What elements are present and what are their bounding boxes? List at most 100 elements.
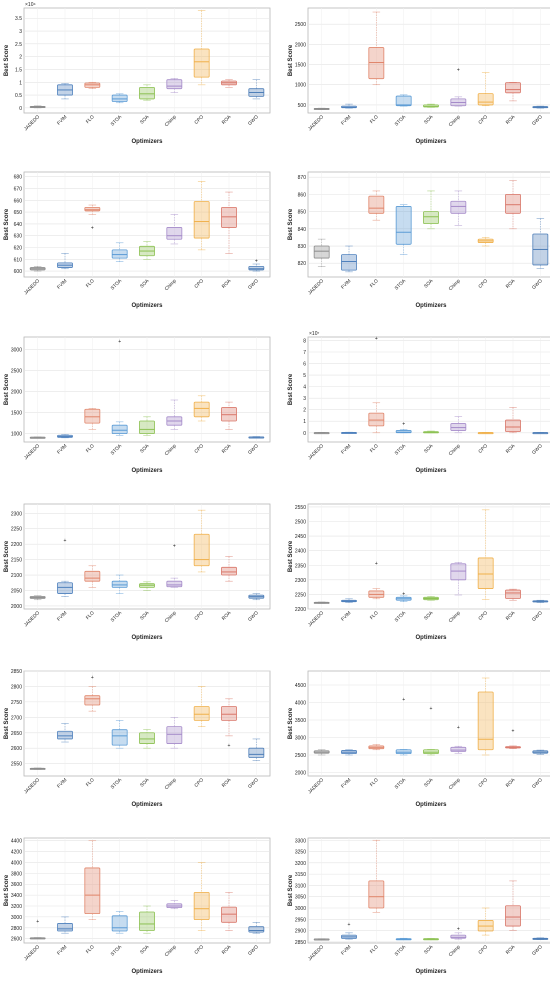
box-cpo: CPO	[477, 677, 494, 789]
y-tick-label: 3500	[295, 718, 306, 724]
plot-area	[307, 7, 550, 114]
box-iqr	[221, 566, 237, 576]
x-tick-label: JADEDO	[23, 944, 41, 962]
boxplot-panel-4: 820 830 840 850 860 870 Best Score JADEDO FVIM FL…	[288, 171, 550, 309]
y-tick-label: 1	[19, 80, 22, 86]
box-cpo: CPO	[193, 686, 210, 789]
box-soa: SOA	[423, 190, 439, 290]
x-tick-label: ROA	[505, 114, 517, 126]
outlier-point: +	[348, 922, 351, 928]
x-tick-label: JADEDO	[23, 610, 41, 628]
box-flo: FLO	[84, 81, 101, 125]
outlier-point: +	[375, 336, 378, 342]
x-tick-label: SOA	[139, 610, 151, 622]
x-tick-label: Chimp	[164, 610, 178, 624]
x-tick-label: GWO	[247, 944, 260, 957]
box-iqr	[139, 732, 155, 744]
x-tick-label: Chimp	[164, 114, 178, 128]
x-axis-label: Optimizers	[131, 635, 163, 641]
box-iqr	[368, 195, 385, 214]
y-tick-label: 2.5	[15, 42, 22, 48]
y-tick-label: 2100	[11, 573, 22, 579]
x-tick-label: FVIM	[340, 777, 352, 789]
boxplot-panel-12: 2850 2900 2950 3000 3050 3100 3150 3200 3250 3300…	[288, 837, 550, 975]
y-tick-label: 660	[14, 198, 23, 204]
x-tick-label: CPO	[193, 278, 205, 290]
x-tick-label: GWO	[531, 443, 544, 456]
y-tick-label: 820	[298, 261, 307, 267]
y-tick-label: 4000	[295, 701, 306, 707]
plot-area	[307, 670, 550, 777]
x-tick-label: CPO	[477, 944, 489, 956]
x-tick-label: FLO	[85, 777, 96, 788]
x-tick-label: FLO	[369, 610, 380, 621]
box-flo: + FLO	[368, 561, 385, 621]
x-tick-label: JADEDO	[23, 443, 41, 461]
x-tick-label: STOA	[394, 944, 408, 958]
x-tick-label: CPO	[193, 610, 205, 622]
x-axis-label: Optimizers	[415, 303, 447, 309]
x-tick-label: ROA	[221, 443, 233, 455]
box-iqr	[193, 48, 210, 78]
y-tick-label: 4400	[11, 839, 22, 845]
box-cpo: CPO	[477, 509, 494, 622]
x-tick-label: ROA	[221, 610, 233, 622]
outlier-point: +	[36, 919, 39, 925]
y-tick-label: 1.5	[15, 67, 22, 73]
y-tick-label: 600	[14, 269, 23, 275]
box-iqr	[477, 93, 494, 106]
y-axis-label: Best Score	[288, 373, 294, 405]
x-tick-label: JADEDO	[23, 278, 41, 296]
box-iqr	[166, 726, 183, 744]
y-tick-label: 670	[14, 187, 23, 193]
outlier-point: +	[402, 592, 405, 598]
box-iqr	[111, 424, 128, 435]
x-tick-label: FLO	[369, 114, 380, 125]
boxplot-panel-8: 2200 2250 2300 2350 2400 2450 2500 2550 Best Sco…	[288, 503, 550, 641]
box-iqr	[368, 880, 385, 909]
y-tick-label: 2750	[11, 700, 22, 706]
box-roa: ROA	[221, 401, 237, 455]
x-tick-label: FVIM	[340, 944, 352, 956]
x-tick-label: STOA	[394, 278, 408, 292]
x-tick-label: STOA	[394, 443, 408, 457]
y-tick-label: 630	[14, 234, 23, 240]
x-tick-label: GWO	[247, 278, 260, 291]
y-tick-label: 2000	[11, 390, 22, 396]
box-flo: + FLO	[368, 336, 385, 454]
outlier-point: +	[402, 422, 405, 428]
x-tick-label: STOA	[110, 443, 124, 457]
y-tick-label: 2200	[11, 542, 22, 548]
box-flo: FLO	[368, 839, 385, 955]
boxplot-panel-7: 2000 2050 2100 2150 2200 2250 2300 Best Score JA…	[4, 503, 271, 641]
box-iqr	[193, 201, 210, 239]
boxplot-panel-9: 2550 2600 2650 2700 2750 2800 2850 Best Score JA…	[4, 669, 271, 808]
x-tick-label: Chimp	[448, 777, 462, 791]
box-iqr	[341, 254, 357, 271]
y-tick-label: 3.5	[15, 16, 22, 22]
x-tick-label: Chimp	[448, 278, 462, 292]
y-axis-label: Best Score	[4, 874, 10, 906]
box-iqr	[193, 892, 210, 921]
x-tick-label: STOA	[394, 777, 408, 791]
box-iqr	[166, 580, 183, 588]
x-tick-label: CPO	[477, 114, 489, 126]
plot-area	[307, 837, 550, 944]
x-tick-label: SOA	[423, 610, 435, 622]
x-tick-label: FLO	[369, 443, 380, 454]
y-axis-label: Best Score	[4, 44, 10, 76]
x-tick-label: SOA	[423, 777, 435, 789]
box-soa: SOA	[423, 430, 439, 455]
box-stoa: STOA	[394, 94, 412, 128]
x-tick-label: Chimp	[448, 114, 462, 128]
x-tick-label: SOA	[139, 278, 151, 290]
box-iqr	[57, 730, 73, 740]
box-flo: FLO	[368, 744, 385, 788]
x-tick-label: Chimp	[448, 944, 462, 958]
x-tick-label: Chimp	[448, 443, 462, 457]
box-iqr	[84, 408, 101, 424]
y-tick-label: 2550	[11, 762, 22, 768]
y-axis-label: Best Score	[288, 44, 294, 76]
y-tick-label: 3	[19, 29, 22, 35]
x-tick-label: FVIM	[340, 443, 352, 455]
